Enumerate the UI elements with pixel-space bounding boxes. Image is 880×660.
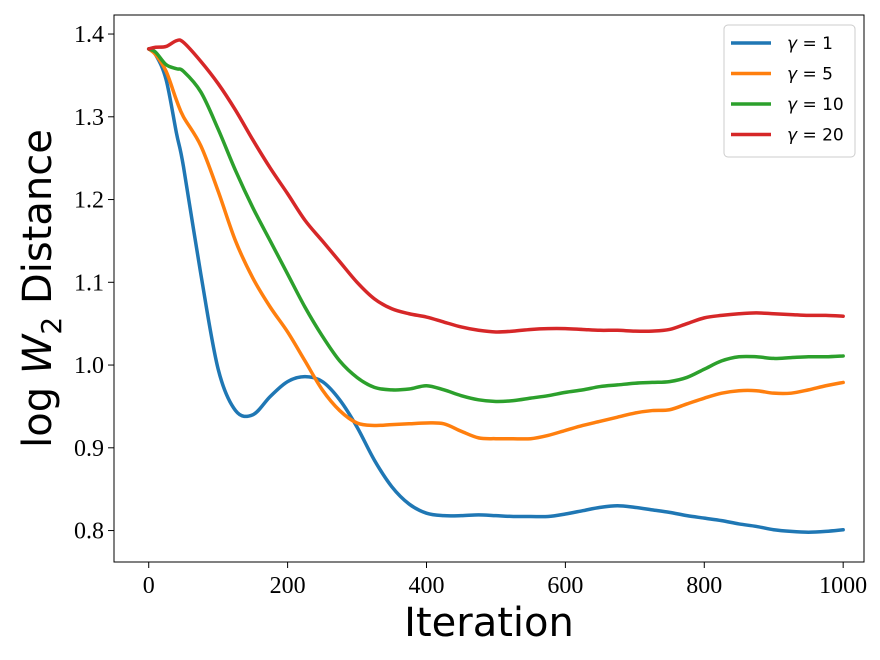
legend-label: γ = 1	[787, 34, 833, 54]
x-axis-ticks: 0 200 400 600 800 1000	[143, 562, 867, 599]
x-tick-label: 200	[270, 573, 306, 599]
series-line-2	[146, 47, 845, 441]
x-tick-label: 600	[547, 573, 583, 599]
y-tick-label: 0.8	[74, 519, 104, 545]
series-line-3	[146, 47, 845, 404]
y-axis-title: log W2 Distance	[15, 129, 68, 448]
y-tick-label: 0.9	[74, 436, 104, 462]
y-tick-label: 1.0	[74, 353, 104, 379]
legend-label: γ = 20	[787, 126, 844, 146]
y-tick-label: 1.4	[74, 22, 104, 48]
x-axis-title: Iteration	[404, 600, 574, 646]
legend-item-2: γ = 5	[731, 65, 833, 85]
y-axis-ticks: 0.8 0.9 1.0 1.1 1.2 1.3 1.4	[74, 22, 114, 545]
legend-item-3: γ = 10	[731, 95, 844, 115]
y-axis-title-prefix: log	[15, 374, 61, 448]
legend-item-1: γ = 1	[731, 34, 833, 54]
x-tick-label: 800	[686, 573, 722, 599]
y-axis-title-subscript: 2	[35, 317, 68, 335]
legend-item-4: γ = 20	[731, 126, 844, 146]
legend-label: γ = 10	[787, 95, 844, 115]
x-tick-label: 1000	[819, 573, 867, 599]
y-tick-label: 1.3	[74, 105, 104, 131]
x-tick-label: 400	[409, 573, 445, 599]
legend: γ = 1 γ = 5 γ = 10 γ = 20	[723, 24, 856, 158]
legend-box	[723, 24, 856, 158]
series-line-1	[146, 47, 845, 534]
legend-label: γ = 5	[787, 65, 833, 85]
y-axis-title-symbol: W	[15, 333, 61, 374]
plot-frame	[113, 14, 865, 563]
y-tick-label: 1.1	[74, 270, 104, 296]
series-lines	[146, 38, 845, 534]
y-tick-label: 1.2	[74, 188, 104, 214]
y-axis-title-suffix: Distance	[15, 129, 61, 317]
series-line-4	[146, 38, 845, 334]
x-tick-label: 0	[143, 573, 155, 599]
